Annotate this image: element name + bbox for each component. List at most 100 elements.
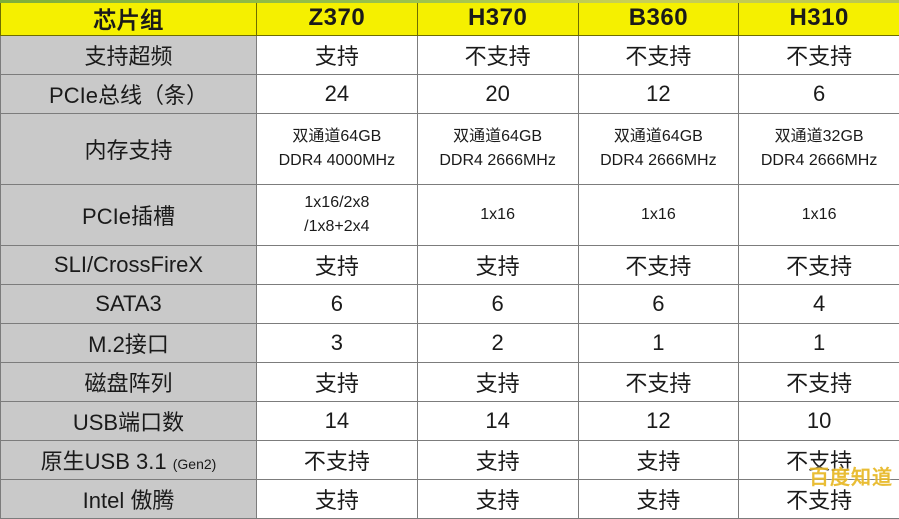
column-header-b360: B360 xyxy=(578,1,739,36)
row-label: SATA3 xyxy=(1,285,257,324)
table-cell: 支持 xyxy=(417,441,578,480)
table-cell: 6 xyxy=(739,75,899,114)
table-cell: 不支持 xyxy=(739,36,899,75)
cell-line: 1x16 xyxy=(418,203,578,227)
row-label-text: 内存支持 xyxy=(84,138,172,163)
cell-line: 双通道64GB xyxy=(257,125,417,149)
row-label-text: Intel 傲腾 xyxy=(83,488,175,513)
table-cell: 不支持 xyxy=(739,246,899,285)
table-cell: 不支持 xyxy=(578,246,739,285)
row-label: USB端口数 xyxy=(1,402,257,441)
cell-line: DDR4 2666MHz xyxy=(739,149,899,173)
row-label: 内存支持 xyxy=(1,114,257,185)
cell-line: 双通道32GB xyxy=(739,125,899,149)
row-label: PCIe插槽 xyxy=(1,185,257,246)
row-label-text: M.2接口 xyxy=(88,332,169,357)
table-cell: 不支持 xyxy=(257,441,418,480)
cell-line: 1x16 xyxy=(739,203,899,227)
table-cell: 14 xyxy=(257,402,418,441)
top-edge-accent xyxy=(0,0,899,3)
row-label: 原生USB 3.1 (Gen2) xyxy=(1,441,257,480)
row-label: Intel 傲腾 xyxy=(1,480,257,519)
row-label-text: USB端口数 xyxy=(73,410,184,435)
cell-line: DDR4 4000MHz xyxy=(257,149,417,173)
table-cell: 1x16 xyxy=(417,185,578,246)
table-cell: 支持 xyxy=(417,480,578,519)
table-row: 原生USB 3.1 (Gen2)不支持支持支持不支持 xyxy=(1,441,899,480)
row-label-text: PCIe总线（条） xyxy=(49,83,208,108)
cell-line: DDR4 2666MHz xyxy=(418,149,578,173)
table-cell: 12 xyxy=(578,75,739,114)
table-cell: 不支持 xyxy=(417,36,578,75)
table-cell: 支持 xyxy=(417,246,578,285)
table-cell: 不支持 xyxy=(578,36,739,75)
table-cell: 2 xyxy=(417,324,578,363)
table-row: Intel 傲腾支持支持支持不支持 xyxy=(1,480,899,519)
table-cell: 支持 xyxy=(257,363,418,402)
table-cell: 不支持 xyxy=(578,363,739,402)
row-label-text: PCIe插槽 xyxy=(82,204,175,229)
table-cell: 支持 xyxy=(257,246,418,285)
table-cell: 1x16 xyxy=(578,185,739,246)
table-cell: 1 xyxy=(739,324,899,363)
table-cell: 12 xyxy=(578,402,739,441)
row-label-text: 支持超频 xyxy=(84,44,172,69)
table-cell: 20 xyxy=(417,75,578,114)
row-label: M.2接口 xyxy=(1,324,257,363)
table-cell: 1x16 xyxy=(739,185,899,246)
table-cell: 支持 xyxy=(257,480,418,519)
row-label-subtext: (Gen2) xyxy=(173,456,217,472)
table-cell: 支持 xyxy=(578,480,739,519)
table-cell: 1x16/2x8/1x8+2x4 xyxy=(257,185,418,246)
cell-line: /1x8+2x4 xyxy=(257,215,417,239)
row-label: SLI/CrossFireX xyxy=(1,246,257,285)
table-cell: 6 xyxy=(257,285,418,324)
table-cell: 3 xyxy=(257,324,418,363)
table-cell: 不支持 xyxy=(739,363,899,402)
cell-line: 1x16/2x8 xyxy=(257,191,417,215)
row-label-text: SLI/CrossFireX xyxy=(54,252,203,277)
table-row: 磁盘阵列支持支持不支持不支持 xyxy=(1,363,899,402)
table-cell: 24 xyxy=(257,75,418,114)
cell-line: 双通道64GB xyxy=(418,125,578,149)
table-row: 支持超频支持不支持不支持不支持 xyxy=(1,36,899,75)
table-cell: 14 xyxy=(417,402,578,441)
column-header-chipset: 芯片组 xyxy=(1,1,257,36)
table-cell: 4 xyxy=(739,285,899,324)
row-label-text: 磁盘阵列 xyxy=(84,371,172,396)
row-label: 支持超频 xyxy=(1,36,257,75)
column-header-h310: H310 xyxy=(739,1,899,36)
column-header-h370: H370 xyxy=(417,1,578,36)
row-label-text: SATA3 xyxy=(95,291,161,316)
table-cell: 支持 xyxy=(578,441,739,480)
table-cell: 1 xyxy=(578,324,739,363)
table-cell: 6 xyxy=(578,285,739,324)
row-label: 磁盘阵列 xyxy=(1,363,257,402)
table-cell: 不支持 xyxy=(739,441,899,480)
column-header-z370: Z370 xyxy=(257,1,418,36)
table-cell: 支持 xyxy=(257,36,418,75)
table-cell: 10 xyxy=(739,402,899,441)
table-cell: 6 xyxy=(417,285,578,324)
cell-line: 双通道64GB xyxy=(579,125,739,149)
table-cell: 不支持 xyxy=(739,480,899,519)
cell-line: 1x16 xyxy=(579,203,739,227)
cell-line: DDR4 2666MHz xyxy=(579,149,739,173)
table-header-row: 芯片组 Z370 H370 B360 H310 xyxy=(1,1,899,36)
table-cell: 支持 xyxy=(417,363,578,402)
row-label: PCIe总线（条） xyxy=(1,75,257,114)
